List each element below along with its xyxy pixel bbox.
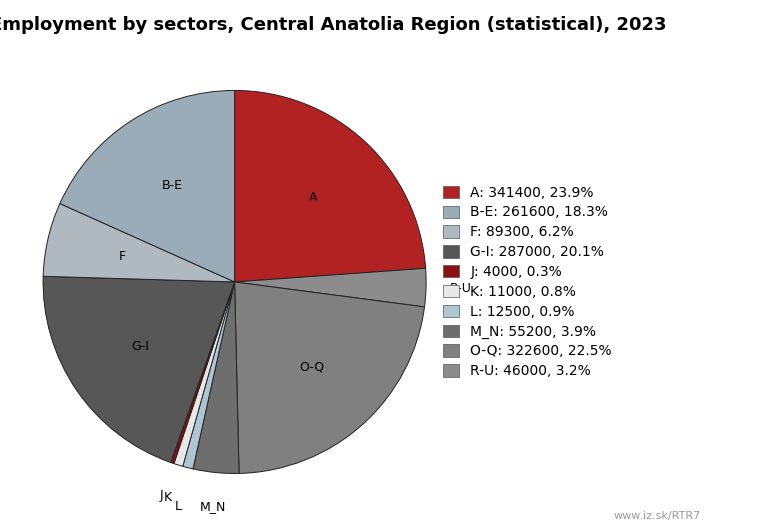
- Wedge shape: [235, 90, 425, 282]
- Text: G-I: G-I: [131, 340, 149, 353]
- Legend: A: 341400, 23.9%, B-E: 261600, 18.3%, F: 89300, 6.2%, G-I: 287000, 20.1%, J: 400: A: 341400, 23.9%, B-E: 261600, 18.3%, F:…: [443, 186, 612, 378]
- Text: Employment by sectors, Central Anatolia Region (statistical), 2023: Employment by sectors, Central Anatolia …: [0, 16, 667, 34]
- Text: F: F: [119, 250, 126, 263]
- Text: M_N: M_N: [199, 501, 226, 513]
- Text: B-E: B-E: [162, 179, 183, 192]
- Wedge shape: [183, 282, 235, 469]
- Wedge shape: [43, 276, 235, 462]
- Wedge shape: [43, 204, 235, 282]
- Wedge shape: [60, 90, 235, 282]
- Wedge shape: [170, 282, 235, 463]
- Text: L: L: [174, 500, 181, 513]
- Text: www.iz.sk/RTR7: www.iz.sk/RTR7: [613, 511, 701, 521]
- Text: A: A: [309, 192, 317, 204]
- Text: R-U: R-U: [450, 282, 472, 295]
- Text: K: K: [164, 492, 172, 504]
- Wedge shape: [235, 268, 426, 307]
- Wedge shape: [174, 282, 235, 467]
- Text: J: J: [160, 489, 163, 502]
- Text: O-Q: O-Q: [299, 361, 324, 374]
- Wedge shape: [193, 282, 239, 473]
- Wedge shape: [235, 282, 425, 473]
